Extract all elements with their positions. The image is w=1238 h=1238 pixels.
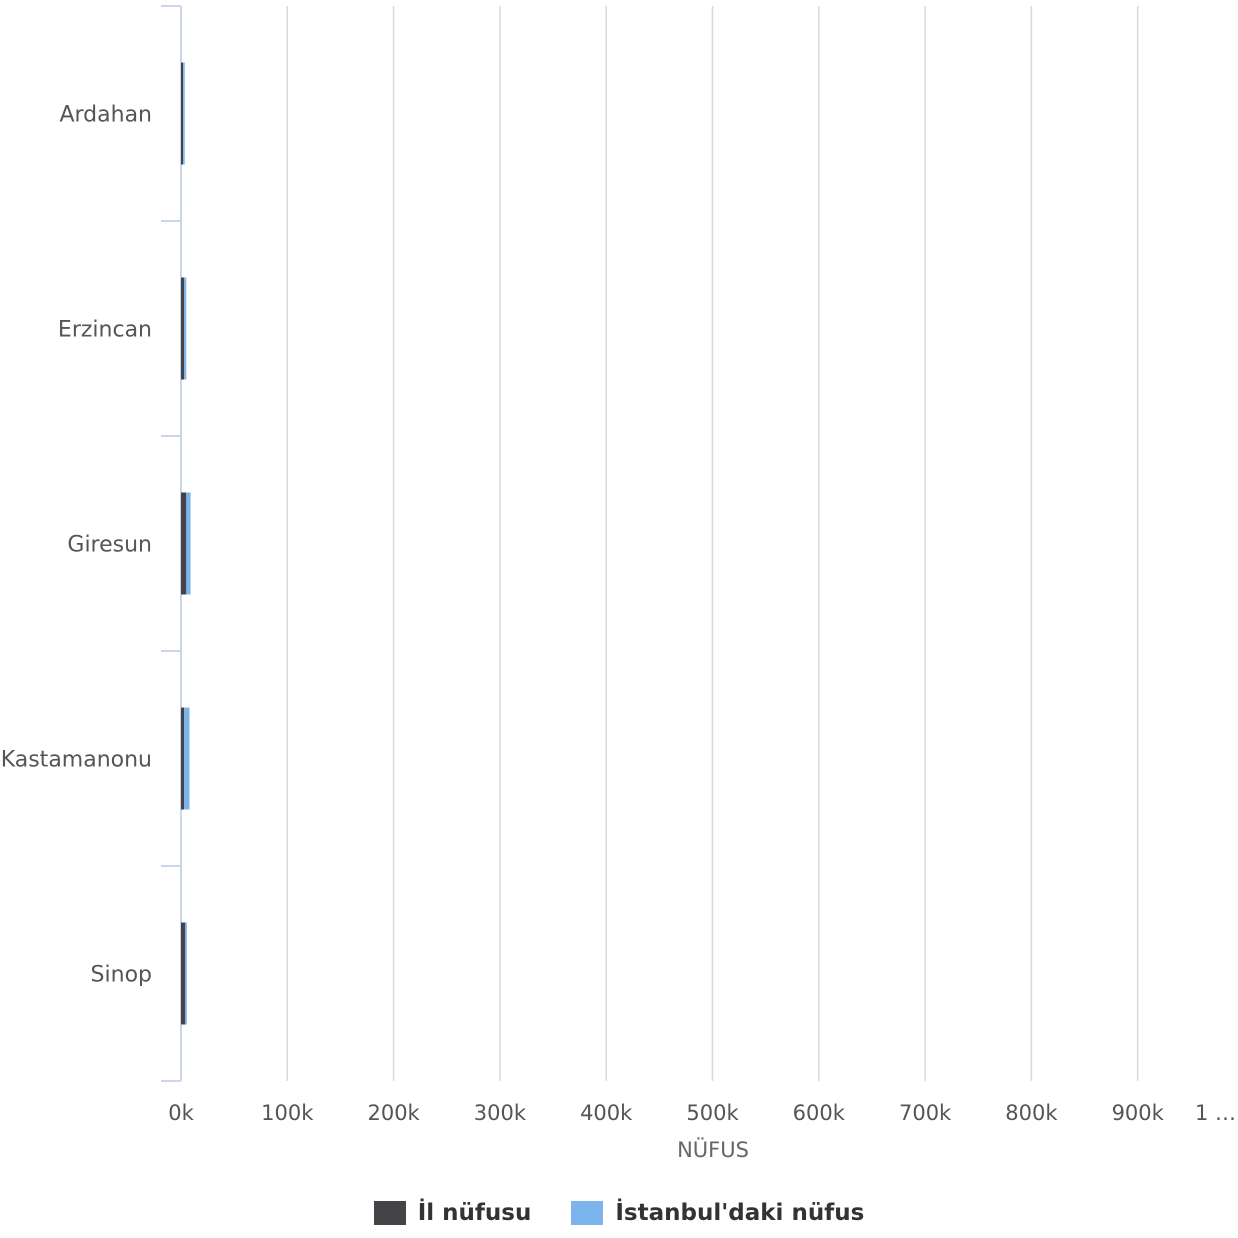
x-tick-label: 300k [474,1101,527,1125]
x-tick-label: 200k [367,1101,420,1125]
category-label: Erzincan [58,318,152,343]
bar-giresun-series-1[interactable] [186,492,191,595]
legend-label: İl nüfusu [417,1200,532,1226]
category-labels: Ardahan Erzincan Giresun Kastamanonu Sinop [1,103,152,988]
category-label: Ardahan [59,103,152,128]
x-tick-label: 100k [261,1101,314,1125]
x-tick-label: 900k [1112,1101,1165,1125]
x-tick-label: 800k [1005,1101,1058,1125]
legend-label: İstanbul'daki nüfus [615,1200,865,1226]
x-tick-label: 400k [580,1101,633,1125]
legend-swatch-istanbul-nufus [571,1201,604,1225]
category-axis [161,5,182,1082]
bar-sinop-series-1[interactable] [185,922,187,1025]
bar-kastamanonu-series-0[interactable] [181,707,185,810]
category-label: Kastamanonu [1,748,152,773]
legend: İl nüfusu İstanbul'daki nüfus [0,1196,1238,1230]
x-tick-label: 500k [686,1101,739,1125]
x-tick-label: 600k [793,1101,846,1125]
bar-erzincan-series-1[interactable] [184,277,187,380]
bar-ardahan-series-0[interactable] [181,62,184,165]
bars [181,62,191,1025]
x-tick-label: 0k [168,1101,194,1125]
bar-giresun-series-0[interactable] [181,492,187,595]
value-axis-labels: 0k 100k 200k 300k 400k 500k 600k 700k 800k 900k 1 … [168,1101,1236,1125]
bar-sinop-series-0[interactable] [181,922,186,1025]
bar-erzincan-series-0[interactable] [181,277,185,380]
bar-kastamanonu-series-1[interactable] [184,707,190,810]
legend-item-istanbul-nufus[interactable]: İstanbul'daki nüfus [571,1200,864,1226]
gridlines [286,6,1139,1081]
x-tick-label: 700k [899,1101,952,1125]
bar-ardahan-series-1[interactable] [183,62,185,165]
category-label: Giresun [67,533,152,558]
legend-swatch-il-nufusu [373,1201,406,1225]
x-axis-title: NÜFUS [677,1137,749,1162]
category-label: Sinop [91,963,152,988]
x-tick-label: 1 … [1195,1101,1236,1125]
legend-item-il-nufusu[interactable]: İl nüfusu [373,1200,532,1226]
